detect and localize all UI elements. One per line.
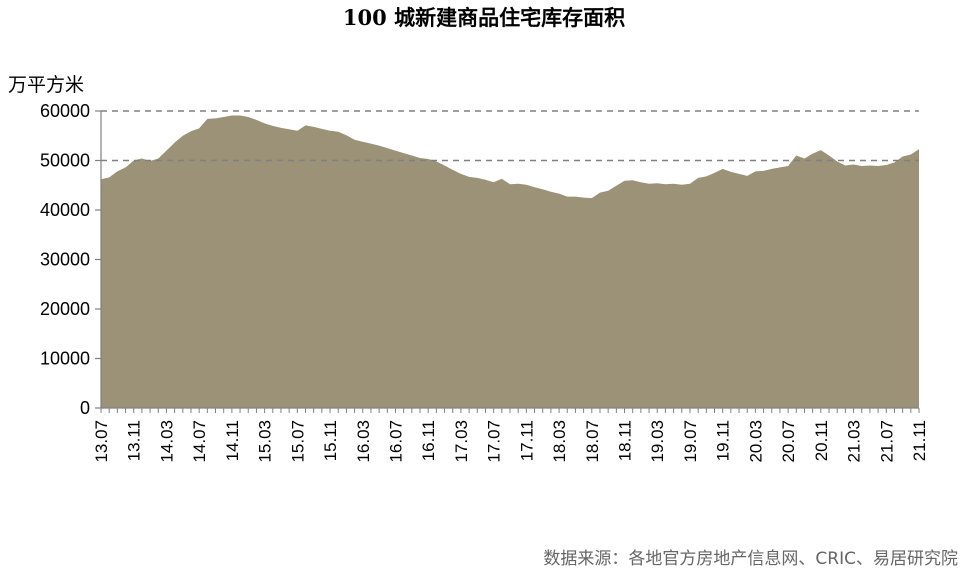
x-tick-label: 17.07 xyxy=(485,420,504,463)
x-tick-label: 14.03 xyxy=(157,420,176,463)
x-tick-label: 20.07 xyxy=(779,420,798,463)
reference-lines xyxy=(101,110,919,162)
inventory-area xyxy=(101,115,919,408)
y-tick-label: 60000 xyxy=(40,101,90,121)
y-tick-label: 40000 xyxy=(40,200,90,220)
x-tick-label: 13.11 xyxy=(125,420,144,461)
axes xyxy=(95,110,920,413)
x-tick-label: 20.11 xyxy=(812,420,831,461)
x-tick-label: 16.07 xyxy=(386,420,405,463)
x-tick-label: 17.11 xyxy=(517,420,536,461)
x-tick-label: 15.07 xyxy=(288,420,307,463)
x-tick-label: 18.03 xyxy=(550,420,569,463)
x-tick-label: 18.07 xyxy=(583,420,602,463)
x-tick-label: 13.07 xyxy=(92,420,111,463)
y-tick-label: 20000 xyxy=(40,299,90,319)
x-tick-label: 15.11 xyxy=(321,420,340,461)
y-axis-unit-label: 万平方米 xyxy=(8,74,85,96)
x-tick-label: 14.07 xyxy=(190,420,209,463)
y-tick-label: 0 xyxy=(80,398,90,418)
x-tick-label: 21.03 xyxy=(845,420,864,463)
x-tick-label: 14.11 xyxy=(223,420,242,461)
x-tick-label: 16.03 xyxy=(354,420,373,463)
x-tick-label: 19.07 xyxy=(681,420,700,463)
x-tick-label: 19.03 xyxy=(648,420,667,463)
x-tick-labels: 13.07 13.11 14.03 14.07 14.11 15.03 15.07 15.11… xyxy=(92,420,929,463)
x-tick-label: 21.07 xyxy=(877,420,896,463)
y-tick-label: 50000 xyxy=(40,151,90,171)
chart-title: 100 城新建商品住宅库存面积 xyxy=(342,5,626,30)
y-tick-label: 10000 xyxy=(40,349,90,369)
y-tick-label: 30000 xyxy=(40,250,90,270)
x-tick-label: 18.11 xyxy=(616,420,635,461)
x-tick-label: 17.03 xyxy=(452,420,471,463)
data-source-note: 数据来源：各地官方房地产信息网、CRIC、易居研究院 xyxy=(543,549,958,569)
x-tick-label: 19.11 xyxy=(714,420,733,461)
y-tick-labels: 0 10000 20000 30000 40000 50000 60000 xyxy=(40,101,90,418)
x-tick-label: 20.03 xyxy=(746,420,765,463)
x-tick-label: 21.11 xyxy=(910,420,929,461)
area-layer xyxy=(101,115,919,408)
x-tick-label: 16.11 xyxy=(419,420,438,461)
x-tick-label: 15.03 xyxy=(256,420,275,463)
